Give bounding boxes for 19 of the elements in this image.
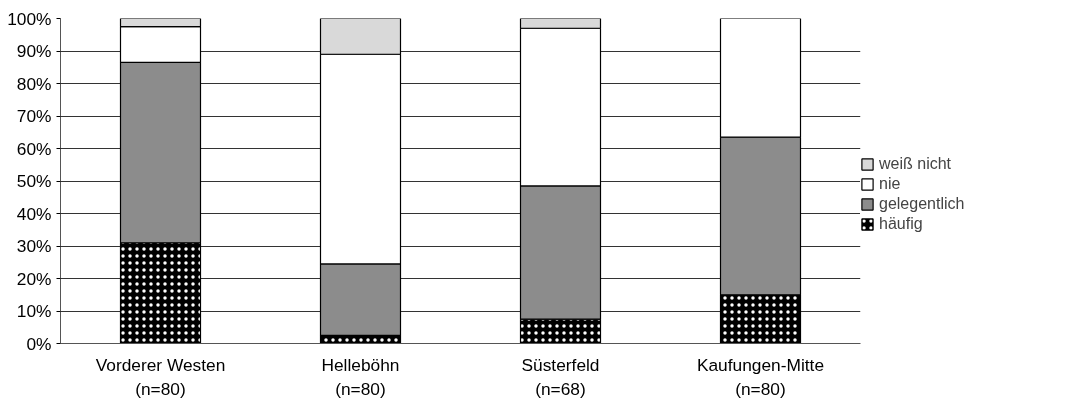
y-tick-label: 10% bbox=[16, 301, 52, 321]
legend-label: nie bbox=[879, 175, 901, 193]
y-tick-label: 80% bbox=[16, 73, 52, 94]
y-tick-label: 70% bbox=[16, 106, 52, 126]
x-tick-label: Kaufungen-Mitte (n=80) bbox=[696, 354, 825, 399]
y-tick-label: 0% bbox=[26, 333, 52, 354]
y-tick-label: 40% bbox=[16, 203, 52, 224]
y-tick-label: 30% bbox=[16, 236, 52, 256]
x-tick-label: Süsterfeld (n=68) bbox=[521, 354, 600, 399]
y-tick-label: 90% bbox=[16, 41, 52, 61]
legend-label: weiß nicht bbox=[879, 155, 952, 173]
y-tick-label: 50% bbox=[16, 171, 52, 191]
x-tick-label: Vorderer Westen (n=80) bbox=[95, 354, 226, 399]
y-tick-label: 100% bbox=[7, 8, 52, 29]
y-tick-label: 20% bbox=[16, 268, 52, 289]
x-tick-label: Helleböhn (n=80) bbox=[321, 354, 400, 399]
legend-label: häufig bbox=[879, 215, 923, 233]
legend-label: gelegentlich bbox=[879, 195, 965, 213]
y-tick-label: 60% bbox=[16, 138, 52, 159]
